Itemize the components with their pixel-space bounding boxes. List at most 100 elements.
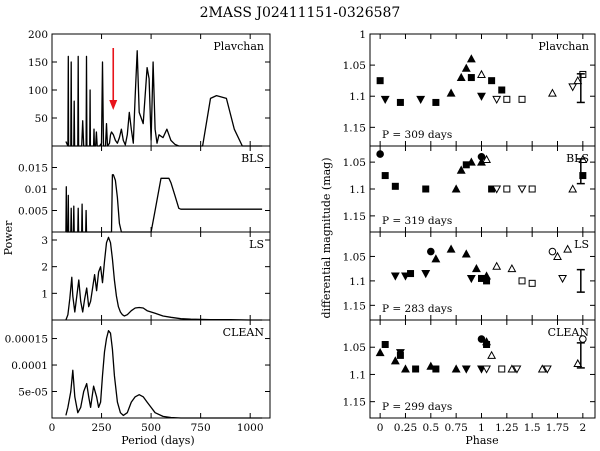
y-tick-label: 1.05 bbox=[343, 342, 366, 354]
period-arrow-head bbox=[109, 100, 118, 110]
series-line bbox=[65, 329, 263, 419]
panel-label: Plavchan bbox=[538, 40, 589, 53]
y-tick-label: 1.15 bbox=[343, 397, 366, 409]
y-tick-label: 1.15 bbox=[343, 122, 366, 134]
data-point-square bbox=[503, 95, 511, 103]
data-point-square bbox=[391, 182, 399, 190]
y-tick-label: 1.05 bbox=[343, 251, 366, 263]
data-point-square bbox=[528, 185, 536, 193]
y-tick-label: 150 bbox=[28, 57, 48, 69]
data-point-triangle bbox=[507, 264, 517, 273]
data-point-triangle-down bbox=[461, 365, 471, 374]
y-tick-label: 1.05 bbox=[343, 60, 366, 72]
data-point-triangle bbox=[482, 154, 491, 163]
right-ylabel: differential magnitude (mag) bbox=[320, 157, 333, 318]
data-point-triangle bbox=[431, 254, 441, 263]
x-tick-label: 0.75 bbox=[444, 422, 467, 434]
data-point-square bbox=[528, 279, 536, 287]
data-point-square bbox=[376, 77, 384, 85]
panel-ls-phase: 1.05 1.1 1.15 LS P = 283 days bbox=[343, 231, 596, 321]
data-point-circle bbox=[548, 247, 557, 256]
data-point-triangle bbox=[573, 76, 583, 85]
data-point-square bbox=[518, 95, 526, 103]
series-line bbox=[65, 236, 263, 321]
data-point-triangle bbox=[461, 249, 471, 258]
y-tick-label: 200 bbox=[28, 29, 48, 41]
data-point-circle bbox=[477, 335, 486, 343]
panel-frame bbox=[51, 231, 271, 321]
y-tick-label: 100 bbox=[28, 85, 48, 97]
panel-plavchan-phase: 1 1.05 1.1 1.15 Plavchan P = 309 days bbox=[343, 29, 596, 147]
y-tick-label: 0.005 bbox=[18, 206, 48, 218]
data-point-triangle-down bbox=[512, 365, 522, 374]
y-tick-label: 1.15 bbox=[343, 300, 366, 312]
figure-title: 2MASS J02411151-0326587 bbox=[200, 5, 401, 21]
x-tick-label: 0 bbox=[49, 422, 56, 434]
data-point-triangle-down bbox=[568, 83, 578, 92]
data-point-triangle bbox=[487, 350, 497, 359]
panels-group: 50100150200Plavchan11.051.11.15PlavchanP… bbox=[5, 29, 596, 434]
data-point-square bbox=[498, 365, 506, 373]
panel-clean: 0 250 500 750 1000 5e-05 0.0001 0.00015 CLEAN bbox=[5, 319, 271, 434]
x-tick-label: 1.75 bbox=[546, 422, 569, 434]
data-point-triangle-down bbox=[421, 270, 431, 279]
data-point-triangle bbox=[456, 165, 466, 174]
panel-frame bbox=[51, 145, 271, 233]
y-tick-label: 1.15 bbox=[343, 211, 366, 223]
y-tick-label: 1.1 bbox=[349, 91, 366, 103]
y-tick-label: 2 bbox=[41, 262, 48, 274]
data-point-triangle bbox=[390, 356, 400, 365]
panel-frame bbox=[51, 319, 271, 419]
data-point-triangle bbox=[563, 244, 573, 253]
y-tick-label: 1.1 bbox=[349, 369, 366, 381]
panel-label: LS bbox=[574, 238, 589, 251]
x-tick-label: 2 bbox=[579, 422, 586, 434]
data-point-triangle bbox=[553, 251, 562, 260]
y-tick-label: 1.1 bbox=[349, 276, 366, 288]
x-tick-label: 500 bbox=[141, 422, 161, 434]
x-tick-label: 1.25 bbox=[495, 422, 518, 434]
period-annotation: P = 299 days bbox=[382, 401, 452, 413]
right-xlabel: Phase bbox=[465, 434, 498, 447]
data-point-triangle bbox=[573, 358, 583, 368]
data-point-square bbox=[579, 172, 587, 180]
data-point-triangle-down bbox=[517, 185, 527, 194]
y-tick-label: 50 bbox=[35, 113, 48, 125]
data-point-triangle-down bbox=[395, 349, 405, 358]
y-tick-label: 0.0001 bbox=[11, 360, 48, 372]
data-point-triangle-down bbox=[482, 365, 491, 374]
panel-ls: 1 2 3 LS bbox=[41, 231, 271, 321]
data-point-triangle-down bbox=[477, 92, 486, 101]
data-point-triangle bbox=[537, 364, 547, 373]
y-tick-label: 3 bbox=[41, 235, 48, 247]
x-tick-label: 1 bbox=[478, 422, 485, 434]
panel-label: CLEAN bbox=[223, 326, 265, 339]
data-point-triangle bbox=[446, 244, 456, 253]
data-point-triangle bbox=[482, 271, 491, 280]
data-point-square bbox=[381, 341, 389, 348]
data-point-triangle bbox=[492, 261, 502, 270]
data-point-triangle-down bbox=[492, 185, 502, 194]
period-annotation: P = 309 days bbox=[382, 129, 452, 141]
data-point-triangle bbox=[401, 364, 410, 373]
data-point-square bbox=[422, 185, 430, 193]
data-point-circle bbox=[427, 247, 435, 256]
period-annotation: P = 283 days bbox=[382, 303, 452, 315]
data-point-circle bbox=[579, 335, 587, 343]
y-tick-label: 1 bbox=[359, 29, 366, 41]
y-tick-label: 1.05 bbox=[343, 157, 366, 169]
data-point-triangle bbox=[466, 54, 476, 63]
data-point-triangle bbox=[471, 264, 481, 273]
data-point-square bbox=[518, 277, 526, 285]
x-tick-label: 750 bbox=[191, 422, 211, 434]
panel-clean-phase: 0 0.25 0.5 0.75 1 1.25 1.5 1.75 2 1.05 1.1 1.15 CLEA… bbox=[343, 319, 596, 434]
data-point-square bbox=[503, 185, 511, 193]
panel-label: BLS bbox=[241, 152, 264, 165]
data-point-triangle bbox=[482, 337, 491, 346]
x-tick-label: 0 bbox=[377, 422, 384, 434]
data-point-square bbox=[381, 172, 389, 180]
panel-frame bbox=[369, 319, 596, 419]
data-point-triangle-down bbox=[390, 272, 400, 281]
data-point-triangle bbox=[451, 364, 461, 373]
